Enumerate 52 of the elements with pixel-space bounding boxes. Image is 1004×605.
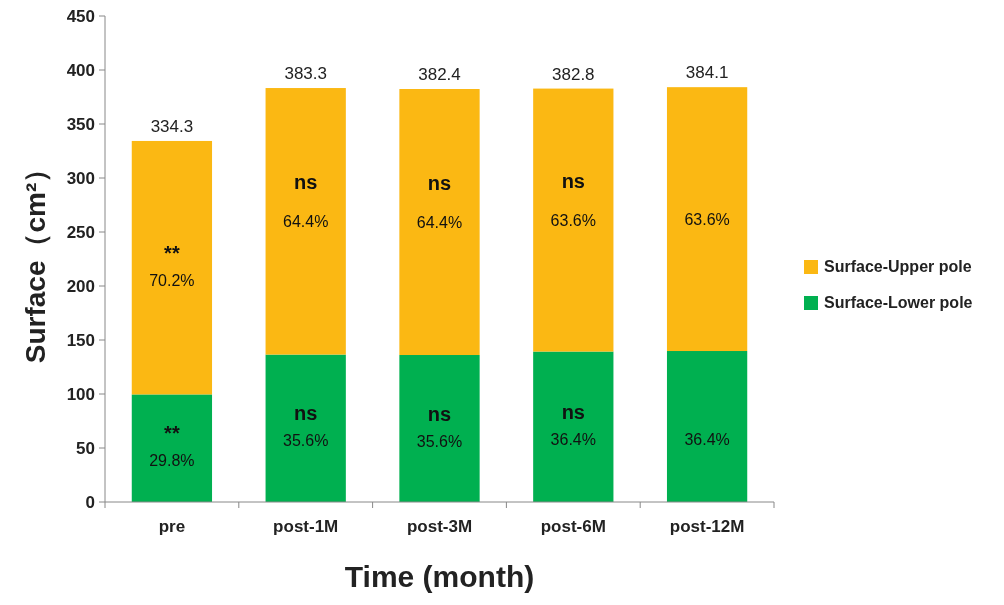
y-tick-label: 450 [66,7,95,26]
bar [533,88,614,352]
annotation: ** [164,422,180,445]
annotation: 63.6% [684,211,730,229]
annotation: ns [294,171,318,194]
x-tick-label: pre [158,517,186,536]
y-tick-label: 300 [66,169,95,188]
annotation: ** [164,241,180,264]
annotation: ns [427,402,452,425]
annotation: ns [294,402,318,425]
x-axis-title: Time (month) [344,560,535,593]
total-label: 383.3 [284,64,327,84]
annotation: ns [427,172,452,195]
annotation: 35.6% [416,432,463,450]
bar [399,355,480,502]
annotation: 35.6% [283,432,329,450]
total-label: 334.3 [150,116,194,136]
annotation: 70.2% [149,271,195,289]
x-tick-label: post-12M [669,517,745,536]
y-tick-label: 250 [66,223,95,242]
annotation: 29.8% [149,452,195,470]
annotation: 63.6% [550,212,596,230]
y-tick-label: 50 [76,439,95,458]
bar [265,88,346,355]
bar [131,140,213,395]
bar [666,87,748,352]
x-tick-label: post-3M [406,517,473,536]
annotation: ns [561,170,585,193]
y-tick-label: 100 [66,385,95,404]
y-axis-title: Surface（cm²） [20,154,51,364]
total-label: 384.1 [685,63,729,83]
bar [399,89,480,356]
y-tick-label: 200 [66,277,95,296]
x-tick-label: post-1M [273,517,339,536]
bar [131,394,213,502]
y-tick-label: 400 [66,61,95,80]
annotation: 64.4% [416,214,463,232]
legend-label: Surface-Lower pole [824,294,973,311]
annotation: 64.4% [283,213,329,231]
bar [265,354,346,502]
bar [666,351,748,502]
y-tick-label: 150 [66,331,95,350]
annotation: ns [561,400,585,423]
x-tick-label: post-6M [540,517,606,536]
total-label: 382.8 [552,64,595,84]
legend-label: Surface-Upper pole [824,258,972,275]
bar [533,351,614,502]
y-tick-label: 0 [85,493,95,512]
annotation: 36.4% [550,430,596,448]
y-tick-label: 350 [66,115,95,134]
annotation: 36.4% [684,430,730,448]
total-label: 382.4 [418,65,461,85]
